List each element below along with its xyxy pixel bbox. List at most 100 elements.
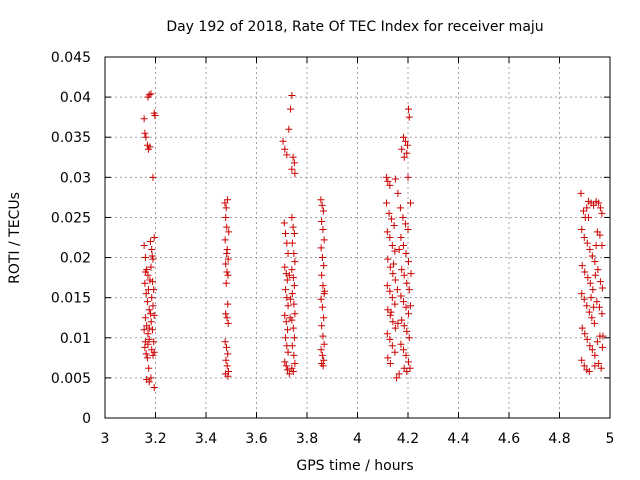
data-points: [140, 90, 607, 392]
data-point: [140, 326, 148, 334]
data-point: [589, 286, 597, 294]
data-point: [405, 113, 413, 121]
x-tick-label: 4: [353, 431, 362, 447]
data-point: [591, 362, 599, 370]
data-point: [221, 236, 229, 244]
data-point: [586, 279, 594, 287]
x-tick-label: 4.8: [548, 431, 570, 447]
x-axis-label: GPS time / hours: [296, 458, 413, 474]
data-point: [223, 250, 231, 258]
data-point: [288, 213, 296, 221]
data-point: [282, 334, 290, 342]
data-point: [288, 165, 296, 173]
data-point: [222, 260, 230, 268]
data-point: [143, 298, 151, 306]
data-point: [596, 278, 604, 286]
data-point: [391, 276, 399, 284]
data-point: [284, 326, 292, 334]
data-point: [289, 367, 297, 375]
data-point: [383, 173, 391, 181]
data-point: [223, 314, 231, 322]
data-point: [291, 169, 299, 177]
data-point: [146, 276, 154, 284]
data-point: [282, 229, 290, 237]
data-point: [288, 290, 296, 298]
data-point: [398, 266, 406, 274]
data-point: [224, 372, 232, 380]
data-point: [285, 271, 293, 279]
data-point: [148, 326, 156, 334]
data-point: [598, 209, 606, 217]
data-point: [399, 346, 407, 354]
data-point: [402, 303, 410, 311]
data-point: [140, 115, 148, 123]
data-point: [586, 246, 594, 254]
data-point: [320, 340, 328, 348]
y-axis-label: ROTI / TECUs: [7, 192, 23, 284]
data-point: [403, 367, 411, 375]
data-point: [318, 201, 326, 209]
data-point: [405, 286, 413, 294]
data-point: [150, 311, 158, 319]
data-point: [407, 302, 415, 310]
data-point: [289, 223, 297, 231]
data-point: [599, 332, 607, 340]
data-point: [318, 351, 326, 359]
data-point: [396, 204, 404, 212]
x-tick-label: 4.2: [397, 431, 419, 447]
data-point: [590, 319, 598, 327]
data-point: [285, 125, 293, 133]
data-point: [223, 246, 231, 254]
data-point: [391, 247, 399, 255]
data-point: [596, 231, 604, 239]
data-point: [291, 359, 299, 367]
x-tick-labels: 3 3.2 3.4 3.6 3.8 4 4.2 4.4 4.6 4.8 5: [101, 431, 615, 447]
data-point: [147, 90, 155, 98]
data-point: [222, 204, 230, 212]
y-tick-labels: 0 0.005 0.01 0.015 0.02 0.025 0.03 0.035 0.04 0.0…: [51, 50, 91, 427]
data-point: [578, 262, 586, 270]
y-tick-label: 0.015: [51, 291, 91, 307]
data-point: [290, 250, 298, 258]
data-point: [142, 133, 150, 141]
data-point: [281, 311, 289, 319]
data-point: [289, 153, 297, 161]
data-point: [284, 302, 292, 310]
x-tick-label: 3: [101, 431, 110, 447]
data-point: [288, 239, 296, 247]
data-point: [383, 228, 391, 236]
data-point: [593, 338, 601, 346]
data-point: [388, 242, 396, 250]
data-point: [399, 213, 407, 221]
data-point: [394, 189, 402, 197]
data-point: [397, 234, 405, 241]
data-point: [317, 295, 325, 303]
data-point: [222, 279, 230, 287]
data-point: [145, 91, 153, 99]
data-point: [222, 310, 230, 318]
data-point: [149, 302, 157, 310]
data-point: [403, 141, 411, 149]
data-point: [404, 173, 412, 181]
data-point: [584, 274, 592, 282]
data-point: [282, 318, 290, 326]
data-point: [578, 324, 586, 332]
data-point: [383, 282, 391, 290]
data-point: [224, 255, 232, 263]
data-point: [281, 358, 289, 366]
x-tick-label: 5: [606, 431, 615, 447]
data-point: [383, 199, 391, 207]
data-point: [319, 362, 327, 370]
data-point: [150, 338, 158, 346]
data-point: [391, 175, 399, 183]
data-point: [318, 271, 326, 279]
data-point: [583, 335, 591, 343]
data-point: [583, 204, 591, 212]
data-point: [320, 262, 328, 270]
data-point: [224, 300, 232, 308]
data-point: [146, 238, 154, 246]
data-point: [149, 255, 157, 263]
data-point: [399, 133, 407, 141]
